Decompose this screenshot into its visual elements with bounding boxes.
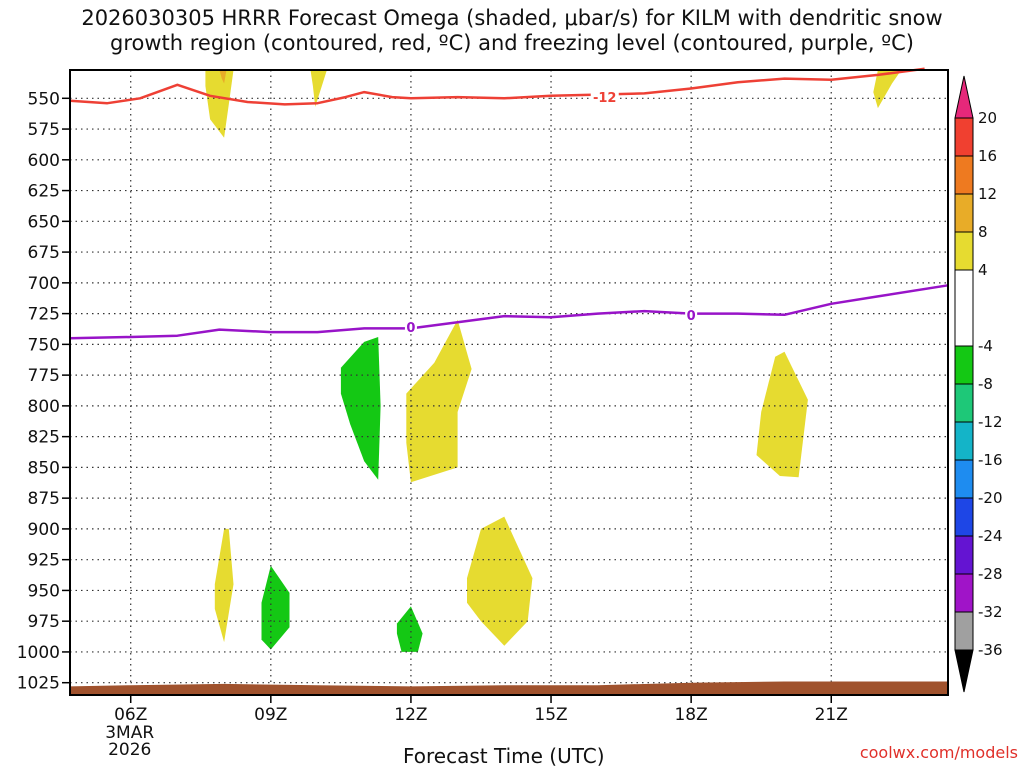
omega-region <box>340 337 381 480</box>
contour-label-bg <box>685 306 698 322</box>
colorbar-tick-label: -8 <box>978 375 993 393</box>
x-tick-label: 09Z <box>254 705 287 725</box>
omega-region <box>873 70 902 109</box>
colorbar-bin <box>954 117 974 157</box>
contour-label: 0 <box>406 321 415 336</box>
colorbar-bin <box>954 535 974 575</box>
colorbar-tick-label: -16 <box>978 451 1003 469</box>
y-tick-label: 625 <box>28 182 60 202</box>
x-axis-label: Forecast Time (UTC) <box>403 744 605 768</box>
colorbar-bin <box>954 421 974 461</box>
colorbar-bin <box>954 155 974 195</box>
y-tick-label: 750 <box>28 335 60 355</box>
colorbar-tick-label: -24 <box>978 527 1003 545</box>
colorbar-bin <box>954 269 974 347</box>
colorbar-tick-label: -28 <box>978 565 1003 583</box>
chart-title: 2026030305 HRRR Forecast Omega (shaded, … <box>81 6 943 55</box>
y-tick-label: 950 <box>28 581 60 601</box>
colorbar-tick-label: 4 <box>978 261 988 279</box>
colorbar-bin <box>954 345 974 385</box>
contour-label: -12 <box>593 91 617 106</box>
y-tick-label: 725 <box>28 305 60 325</box>
y-tick-label: 700 <box>28 274 60 294</box>
contour-label-bg <box>590 89 619 105</box>
y-tick-label: 600 <box>28 151 60 171</box>
y-tick-label: 875 <box>28 489 60 509</box>
y-tick-label: 975 <box>28 612 60 632</box>
y-tick-label: 775 <box>28 366 60 386</box>
omega-region <box>396 606 423 652</box>
omega-region <box>467 516 533 646</box>
y-tick-label: 650 <box>28 212 60 232</box>
y-tick-label: 825 <box>28 428 60 448</box>
shaded-regions <box>205 70 902 652</box>
colorbar-tick-label: 16 <box>978 147 997 165</box>
y-tick-label: 675 <box>28 243 60 263</box>
y-tick-label: 800 <box>28 397 60 417</box>
colorbar-bin <box>954 193 974 233</box>
colorbar-bin <box>954 383 974 423</box>
gridlines <box>70 70 948 695</box>
plot-frame <box>69 69 949 696</box>
x-tick-label: 15Z <box>534 705 567 725</box>
x-tick-label: 12Z <box>394 705 427 725</box>
colorbar-tick-label: -32 <box>978 603 1003 621</box>
colorbar-tick-label: -36 <box>978 641 1003 659</box>
x-tick-year: 2026 <box>108 740 151 760</box>
credit-link[interactable]: coolwx.com/models <box>859 743 1018 762</box>
y-tick-label: 575 <box>28 120 60 140</box>
freezing-level-line <box>69 284 949 340</box>
y-tick-label: 1000 <box>17 643 60 663</box>
y-tick-label: 850 <box>28 458 60 478</box>
omega-region <box>756 351 808 478</box>
colorbar-tick-label: 8 <box>978 223 988 241</box>
colorbar-tick-label: -20 <box>978 489 1003 507</box>
omega-region <box>261 565 290 650</box>
x-tick-label: 21Z <box>815 705 848 725</box>
colorbar-tick-label: -12 <box>978 413 1003 431</box>
colorbar-tick-label: 12 <box>978 185 997 203</box>
y-tick-label: 900 <box>28 520 60 540</box>
colorbar-bin <box>954 231 974 271</box>
colorbar-bin <box>954 497 974 537</box>
y-axis: 550 575 600 625 650 675 700 725 750 775 800 825 850 8… <box>17 89 70 694</box>
colorbar-tick-label: 20 <box>978 109 997 127</box>
contour-label: 0 <box>687 309 696 324</box>
colorbar-bin <box>954 459 974 499</box>
omega-region <box>219 70 227 84</box>
x-tick-date: 3MAR <box>105 723 154 743</box>
x-tick-label: 06Z <box>114 705 147 725</box>
contours: -12 0 0 <box>69 67 949 340</box>
colorbar-under-triangle <box>954 649 974 693</box>
y-tick-label: 550 <box>28 89 60 109</box>
colorbar-bin <box>954 573 974 613</box>
omega-region <box>205 70 234 138</box>
contour-label-bg <box>404 319 417 335</box>
terrain <box>70 681 948 695</box>
y-tick-label: 1025 <box>17 674 60 694</box>
colorbar-tick-label: -4 <box>978 337 993 355</box>
colorbar: 20 16 12 8 4 -4 -8 -12 -16 -20 -24 -28 -32 -36 <box>954 75 1003 693</box>
y-tick-label: 925 <box>28 551 60 571</box>
omega-region <box>310 70 327 107</box>
colorbar-bin <box>954 611 974 651</box>
terrain-fill <box>70 681 948 695</box>
colorbar-over-triangle <box>954 75 974 119</box>
dendritic-growth-line <box>69 67 925 106</box>
omega-region <box>214 528 234 643</box>
x-tick-label: 18Z <box>674 705 707 725</box>
omega-region <box>406 319 472 483</box>
